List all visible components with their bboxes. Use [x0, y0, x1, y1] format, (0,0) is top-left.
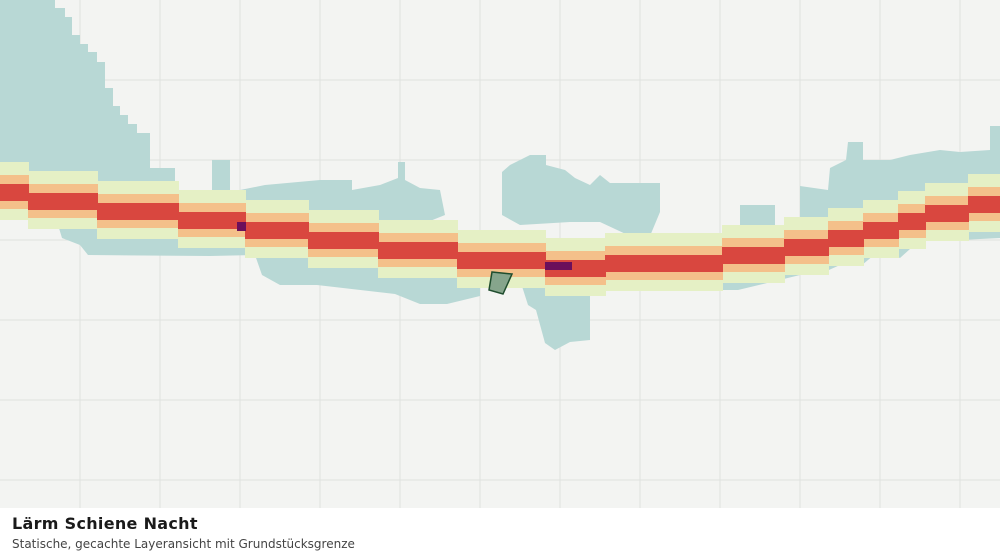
noise-band — [0, 162, 1000, 296]
noise-zone-very-high — [925, 205, 969, 222]
noise-zone-very-high — [968, 196, 1000, 213]
legend-footer: Lärm Schiene Nacht Statische, gecachte L… — [0, 508, 1000, 560]
noise-area — [520, 280, 590, 350]
noise-zone-very-high — [97, 203, 179, 220]
noise-area — [502, 155, 660, 236]
noise-zone-very-high — [784, 239, 829, 256]
parcel-boundary — [488, 271, 514, 295]
map-view — [0, 0, 1000, 508]
noise-zone-very-high — [898, 213, 926, 230]
layer-title: Lärm Schiene Nacht — [12, 514, 198, 533]
noise-zone-very-high — [308, 232, 379, 249]
noise-zone-very-high — [28, 193, 98, 210]
noise-zone-very-high — [457, 252, 546, 269]
noise-zone-very-high — [605, 255, 723, 272]
layer-subtitle: Statische, gecachte Layeransicht mit Gru… — [12, 537, 355, 551]
noise-zone-max — [237, 222, 246, 231]
noise-zone-very-high — [722, 247, 785, 264]
noise-zone-very-high — [178, 212, 246, 229]
noise-zone-very-high — [378, 242, 458, 259]
noise-zone-very-high — [0, 184, 29, 201]
noise-zone-max — [545, 262, 572, 270]
noise-zone-very-high — [828, 230, 864, 247]
noise-area — [212, 160, 230, 195]
noise-area — [0, 0, 175, 190]
noise-zone-very-high — [245, 222, 309, 239]
noise-zone-very-high — [863, 222, 899, 239]
